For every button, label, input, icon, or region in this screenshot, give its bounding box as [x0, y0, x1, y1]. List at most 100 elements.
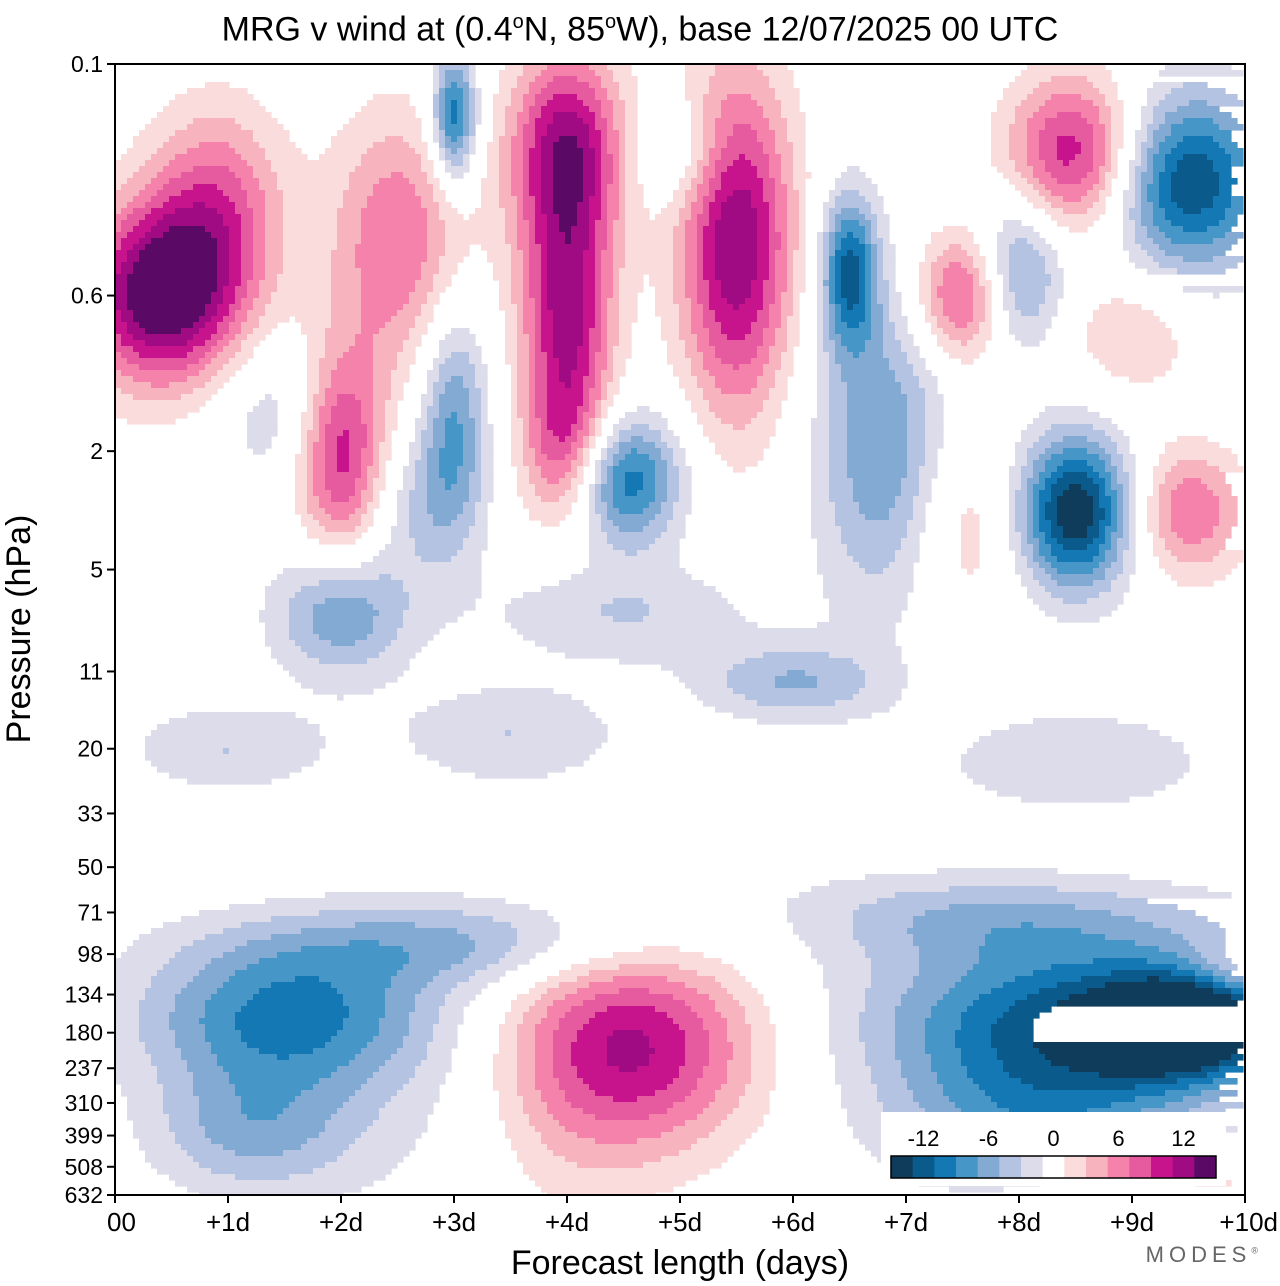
contour-cell [529, 166, 542, 173]
contour-cell [1117, 538, 1130, 545]
contour-cell [847, 436, 908, 443]
contour-cell [691, 328, 710, 335]
contour-cell [829, 334, 842, 341]
contour-cell [415, 538, 464, 545]
contour-cell [157, 172, 182, 179]
contour-cell [1213, 532, 1232, 539]
contour-cell [427, 1042, 458, 1049]
contour-cell [721, 280, 752, 287]
contour-cell [1003, 220, 1022, 227]
contour-cell [421, 202, 440, 209]
contour-cell [517, 1084, 536, 1091]
contour-cell [439, 124, 446, 131]
contour-cell [1153, 130, 1172, 137]
contour-cell [1093, 316, 1160, 323]
contour-cell [1117, 490, 1124, 497]
contour-cell [601, 484, 614, 491]
contour-cell [883, 268, 896, 275]
contour-cell [217, 322, 230, 329]
contour-cell [715, 226, 758, 233]
contour-cell [829, 430, 848, 437]
contour-cell [1105, 364, 1172, 371]
contour-cell [919, 292, 932, 299]
contour-cell [283, 256, 332, 263]
contour-cell [265, 304, 332, 311]
contour-cell [883, 568, 914, 575]
contour-cell [415, 148, 428, 155]
contour-cell [193, 184, 218, 191]
contour-cell [571, 1048, 608, 1055]
contour-cell [139, 1018, 170, 1025]
contour-cell [1027, 508, 1034, 515]
contour-cell [469, 496, 482, 503]
contour-cell [577, 988, 620, 995]
contour-cell [535, 400, 548, 407]
contour-cell [1105, 130, 1112, 137]
contour-cell [553, 1066, 578, 1073]
contour-cell [1063, 544, 1088, 551]
contour-cell [295, 502, 308, 509]
contour-cell [613, 124, 626, 131]
contour-cell [553, 1048, 572, 1055]
contour-cell [553, 322, 584, 329]
contour-cell [655, 466, 668, 473]
contour-cell [553, 160, 584, 167]
contour-cell [535, 118, 554, 125]
contour-cell [439, 82, 446, 89]
contour-cell [517, 400, 530, 407]
contour-cell [1033, 496, 1040, 503]
contour-cell [217, 1060, 350, 1067]
contour-cell [355, 166, 422, 173]
contour-cell [895, 328, 908, 335]
contour-cell [1093, 568, 1106, 575]
contour-cell [829, 1012, 860, 1019]
contour-cell [745, 1012, 770, 1019]
contour-cell [199, 1162, 326, 1169]
contour-cell [241, 1006, 350, 1013]
contour-cell [463, 430, 476, 437]
contour-cell [115, 238, 122, 245]
contour-cell [439, 472, 458, 479]
contour-cell [1111, 160, 1118, 167]
contour-cell [733, 712, 872, 719]
contour-cell [517, 1066, 536, 1073]
contour-cell [481, 184, 500, 191]
contour-cell [1231, 988, 1244, 995]
contour-cell [1177, 142, 1220, 149]
contour-cell [529, 262, 542, 269]
contour-cell [535, 136, 542, 143]
contour-cell [997, 232, 1040, 239]
contour-cell [535, 214, 548, 221]
contour-cell [697, 268, 704, 275]
contour-cell [673, 1018, 704, 1025]
contour-cell [475, 118, 482, 125]
x-axis-label: Forecast length (days) [511, 1244, 849, 1282]
contour-cell [475, 364, 488, 371]
contour-cell [463, 142, 470, 149]
contour-cell [1183, 934, 1226, 941]
contour-cell [1039, 988, 1088, 995]
contour-cell [205, 364, 224, 371]
contour-cell [571, 424, 584, 431]
contour-cell [445, 76, 464, 83]
contour-cell [769, 82, 794, 89]
contour-cell [595, 484, 602, 491]
contour-cell [523, 1018, 542, 1025]
contour-cell [157, 148, 188, 155]
contour-cell [787, 214, 800, 221]
contour-cell [271, 292, 332, 299]
contour-cell [787, 328, 800, 335]
contour-cell [847, 1114, 890, 1121]
colorbar-tick-label: 0 [1047, 1126, 1059, 1151]
contour-cell [535, 1180, 686, 1187]
contour-cell [589, 418, 596, 425]
contour-cell [511, 400, 518, 407]
contour-cell [715, 196, 728, 203]
contour-cell [613, 472, 626, 479]
contour-cell [553, 352, 578, 359]
contour-cell [907, 1078, 938, 1085]
contour-cell [655, 1048, 686, 1055]
contour-cell [1039, 520, 1052, 527]
contour-cell [1063, 208, 1088, 215]
contour-cell [973, 1000, 1016, 1007]
